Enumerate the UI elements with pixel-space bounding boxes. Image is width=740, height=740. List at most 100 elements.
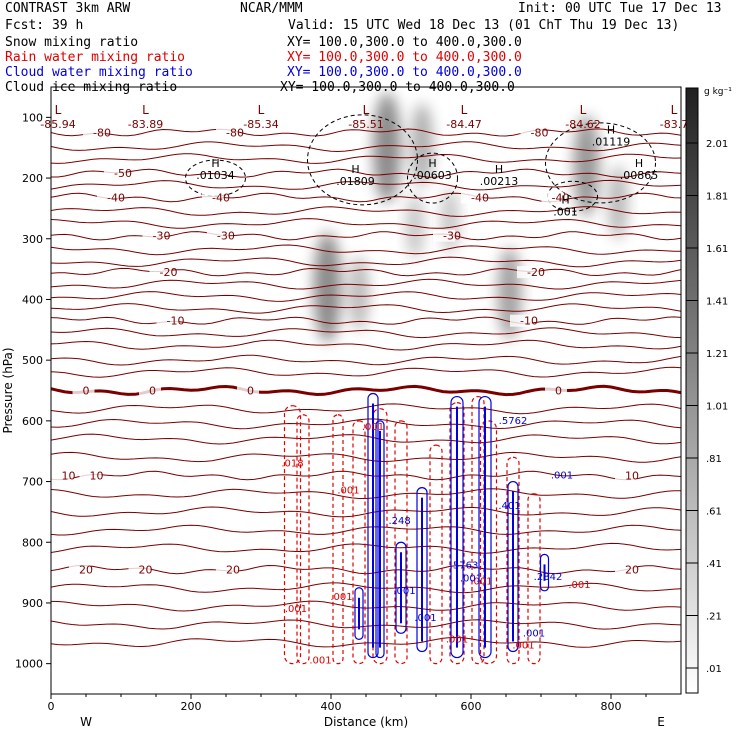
colorbar-gradient: [685, 87, 699, 694]
cloud-max-label: .5762: [499, 416, 528, 427]
isotherm-line: [51, 418, 681, 430]
cloud-max-label: .001: [523, 628, 545, 639]
isotherm-label: -40: [552, 191, 570, 204]
x-tick-label: 400: [321, 700, 342, 713]
cloud-contour: [354, 587, 364, 640]
center-name: NCAR/MMM: [240, 1, 303, 16]
isotherm-label: 0: [149, 385, 156, 398]
isotherm-line: [51, 316, 681, 325]
rain-contour: [394, 420, 408, 665]
ice-max-label: .01119: [592, 136, 631, 149]
y-axis-title: Pressure (hPa): [1, 347, 15, 433]
isotherm-label-bg: [149, 266, 172, 279]
isotherm-label: 20: [79, 564, 93, 577]
isotherm-label: -80: [93, 127, 111, 140]
isotherm-line: [51, 128, 681, 137]
cloud-max-label: .2842: [534, 572, 563, 583]
isotherm-label: -20: [160, 266, 178, 279]
legend-rain-xy: XY= 100.0,300.0 to 400.0,300.0: [287, 50, 522, 65]
isotherm-label: -10: [520, 315, 538, 328]
isotherm-line: [51, 192, 681, 203]
init-time: Init: 00 UTC Tue 17 Dec 13: [518, 1, 722, 16]
isotherm-label: 10: [62, 469, 76, 482]
y-tick-label: 200: [22, 172, 43, 185]
ice-max-label: .01809: [336, 175, 375, 188]
cloud-contour: [507, 480, 519, 653]
cloud-max-label: .001: [460, 574, 482, 585]
rain-max-label: .001: [512, 640, 534, 651]
isotherm-label: 0: [83, 385, 90, 398]
isotherm-line: [51, 327, 681, 339]
isotherm-label-bg: [139, 384, 161, 397]
colorbar-label: 1.21: [706, 349, 728, 360]
extremum-marker: L: [461, 103, 468, 117]
isotherm-label: 20: [226, 564, 240, 577]
y-tick-label: 300: [22, 233, 43, 246]
isotherm-label-bg: [206, 229, 229, 242]
isotherm-label: -20: [527, 266, 545, 279]
isotherm-label: 10: [625, 469, 639, 482]
isotherm-label-bg: [128, 563, 151, 576]
extremum-label: -85.34: [243, 118, 278, 131]
rain-contour: [449, 402, 465, 665]
isotherm-line: [51, 600, 681, 612]
isotherm-label-bg: [520, 126, 543, 139]
isotherm-label: -30: [443, 230, 461, 243]
isotherm-label-bg: [541, 191, 564, 204]
contour-labels: -80 -80 -80 -50 -40 -40 -40 -40 -30 -30 -30 -20 -20 -…: [40, 103, 688, 666]
isotherm-label-bg: [545, 384, 567, 397]
isotherm-label: 0: [247, 385, 254, 398]
isotherm-label: -30: [153, 230, 171, 243]
ice-max-marker: H: [495, 163, 503, 176]
y-tick-label: 1000: [15, 658, 43, 671]
y-tick-label: 900: [22, 597, 43, 610]
isotherm-label-bg: [615, 469, 637, 482]
ice-max-label: .00603: [413, 169, 452, 182]
rain-contour: [283, 405, 302, 665]
cloud-contour: [478, 395, 492, 659]
ice-contour: [307, 114, 418, 206]
isotherm-label: 10: [90, 469, 104, 482]
ice-max-marker: H: [428, 157, 436, 170]
cloud-contour: [450, 395, 464, 659]
rain-max-label: .001: [446, 634, 468, 645]
colorbar-label: 1.41: [706, 297, 728, 308]
legend-snow: Snow mixing ratio: [5, 35, 139, 50]
isotherm-label-bg: [433, 229, 455, 242]
cloud-contours: [354, 392, 550, 659]
isotherm-label: -10: [167, 315, 185, 328]
colorbar-label: .01: [706, 664, 722, 675]
colorbar-label: .41: [706, 559, 722, 570]
cloud-max-label: .001: [414, 613, 436, 624]
extremum-marker: L: [671, 103, 678, 117]
rain-contour: [479, 420, 498, 665]
isotherm-line: [51, 168, 681, 178]
snow-blob: [411, 103, 433, 187]
rain-max-label: .001: [362, 422, 384, 433]
extremum-label: -84.62: [565, 118, 600, 131]
extremum-label: -84.47: [446, 118, 481, 131]
colorbar-label: .21: [706, 612, 722, 623]
colorbar-unit: g kg⁻¹: [704, 87, 732, 97]
isotherm-label-bg: [97, 191, 119, 204]
forecast-hour: Fcst: 39 h: [5, 18, 84, 33]
model-title: CONTRAST 3km ARW: [5, 1, 131, 16]
colorbar-label: 1.01: [706, 402, 728, 413]
isotherm-label-bg: [510, 314, 532, 327]
isotherm-label: 20: [139, 564, 153, 577]
isotherm-line: [51, 506, 681, 518]
cloud-contour: [367, 392, 379, 659]
isotherm-line: [51, 354, 681, 366]
isotherm-label-bg: [69, 563, 91, 576]
rain-max-label: .001: [470, 577, 492, 588]
rain-max-label: .001: [568, 580, 590, 591]
isotherm-line: [51, 524, 681, 536]
isotherm-line: [51, 278, 681, 290]
extremum-marker: L: [55, 103, 62, 117]
rain-contour: [506, 456, 520, 665]
legend-rain: Rain water mixing ratio: [5, 50, 186, 65]
isotherm-line: [51, 303, 681, 314]
ice-max-marker: H: [561, 193, 569, 206]
